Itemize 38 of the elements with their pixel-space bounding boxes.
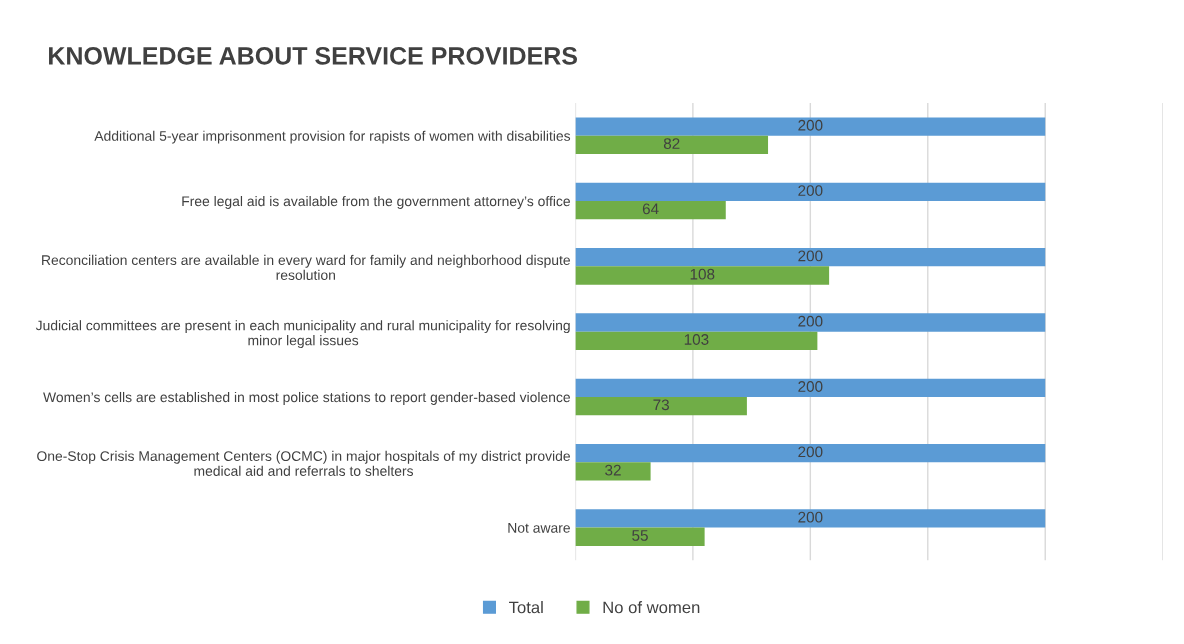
y-tick-label: Judicial committees are present in each municipality and rural municipality for resolving minor legal issues: [35, 320, 570, 349]
data-label: 82: [663, 138, 680, 149]
bar: [575, 117, 1046, 136]
legend-label: No of women: [603, 601, 700, 614]
data-label: 73: [653, 399, 669, 411]
bar: [575, 313, 1046, 332]
data-label: 200: [798, 185, 823, 196]
data-label: 200: [798, 315, 823, 327]
bar: [575, 201, 726, 220]
bar: [575, 509, 1046, 528]
bar: [575, 248, 1046, 267]
data-label: 200: [798, 446, 823, 458]
y-tick-label: Reconciliation centers are available in every ward for family and neighborhood dispute resolution: [42, 254, 570, 280]
data-label: 64: [642, 203, 659, 215]
data-label: 55: [632, 530, 648, 541]
data-label: 200: [798, 381, 823, 392]
bar: [575, 396, 747, 416]
text: KNOWLEDGE ABOUT SERVICE PROVIDERS: [49, 46, 577, 65]
bar: [575, 266, 830, 285]
bar: [575, 378, 1046, 397]
bar: [575, 331, 818, 350]
legend-label: Total: [509, 601, 543, 614]
data-label: 108: [690, 268, 715, 280]
data-label: 103: [684, 334, 709, 345]
y-tick-label: One-Stop Crisis Management Centers (OCMC) in major hospitals of my district provide medical aid and referrals to shelters: [37, 450, 570, 476]
y-tick-label: Women’s cells are established in most police stations to report gender-based violence: [43, 391, 570, 405]
bar: [575, 444, 1046, 463]
y-tick-label: Not aware: [508, 523, 570, 533]
bar: [575, 462, 651, 481]
y-tick-label: Free legal aid is available from the government attorney’s office: [182, 195, 570, 209]
data-label: 200: [798, 511, 823, 523]
bar: [575, 135, 769, 154]
data-label: 200: [798, 119, 823, 131]
bar: [575, 182, 1046, 202]
data-label: 32: [605, 464, 621, 476]
data-label: 200: [798, 250, 823, 262]
bar: [575, 527, 705, 546]
y-tick-label: Additional 5-year imprisonment provision for rapists of women with disabilities: [94, 130, 571, 144]
